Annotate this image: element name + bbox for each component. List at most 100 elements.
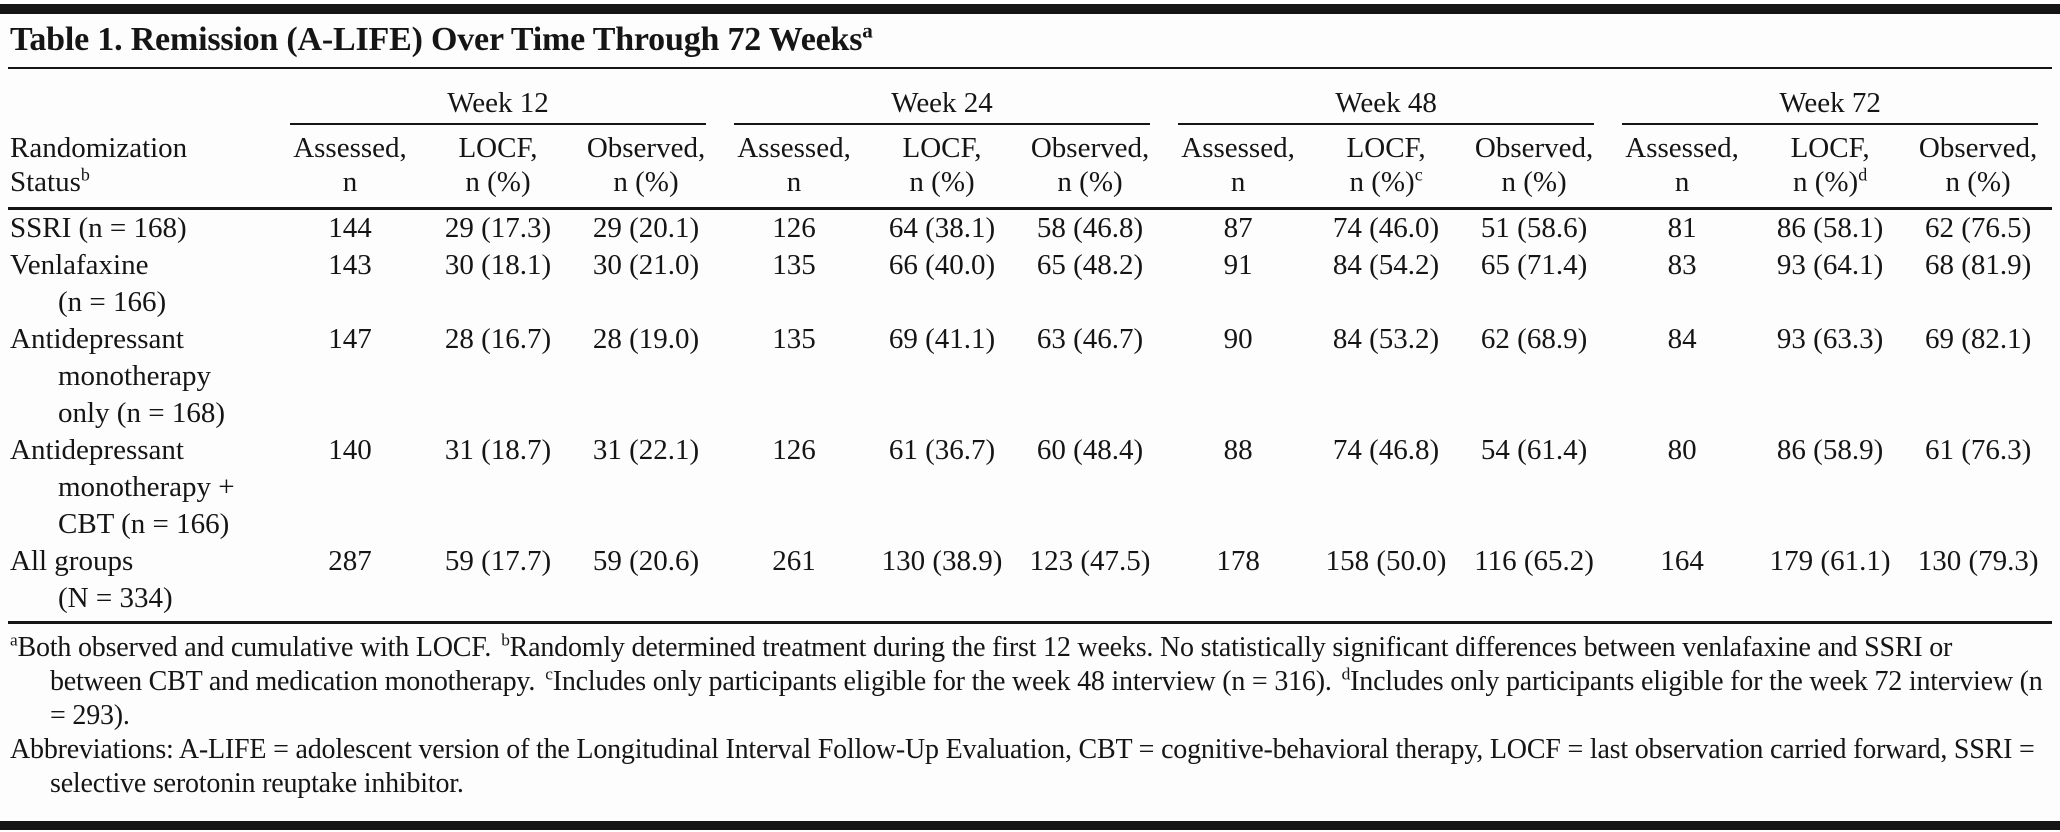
- column-header-locf-w48: LOCF, n (%)c: [1312, 125, 1461, 210]
- data-cell: 84: [1667, 323, 1697, 355]
- data-cell: 90: [1223, 323, 1253, 355]
- column-header-observed-w12: Observed, n (%): [572, 125, 721, 210]
- row-header-line1: Randomization: [10, 132, 188, 164]
- table-row-ssri: SSRI (n = 168) 144 29 (17.3) 29 (20.1) 1…: [8, 209, 2052, 248]
- table-title: Table 1. Remission (A-LIFE) Over Time Th…: [8, 16, 2052, 69]
- data-cell: 69 (82.1): [1924, 323, 2032, 355]
- top-rule: [0, 4, 2060, 14]
- data-cell: 126: [772, 434, 816, 466]
- column-header-row: Randomization Statusb Assessed, n LOCF, n …: [8, 125, 2053, 210]
- row-label: SSRI (n = 168): [10, 212, 187, 244]
- data-cell: 60 (48.4): [1036, 434, 1144, 466]
- column-header-assessed-w48: Assessed, n: [1164, 125, 1313, 210]
- data-cell: 140: [328, 434, 372, 466]
- data-cell: 86 (58.1): [1776, 212, 1884, 244]
- data-cell: 87: [1223, 212, 1253, 244]
- data-cell: 147: [328, 323, 372, 355]
- data-cell: 69 (41.1): [888, 323, 996, 355]
- data-cell: 80: [1667, 434, 1697, 466]
- data-cell: 66 (40.0): [888, 249, 996, 281]
- data-cell: 83: [1667, 249, 1697, 281]
- data-cell: 130 (38.9): [881, 545, 1003, 577]
- footnote-c: cIncludes only participants eligible for…: [545, 664, 1332, 697]
- row-header-footnote-marker: b: [80, 164, 90, 185]
- data-cell: 135: [772, 323, 816, 355]
- data-cell: 88: [1223, 434, 1253, 466]
- data-cell: 158 (50.0): [1325, 545, 1447, 577]
- week-12-group-header: Week 12: [276, 81, 720, 125]
- data-cell: 74 (46.8): [1332, 434, 1440, 466]
- data-cell: 130 (79.3): [1917, 545, 2039, 577]
- data-cell: 91: [1223, 249, 1253, 281]
- data-cell: 28 (19.0): [592, 323, 700, 355]
- footnote-b-marker: b: [501, 630, 510, 650]
- footnote-c-marker: c: [545, 664, 553, 684]
- data-cell: 58 (46.8): [1036, 212, 1144, 244]
- data-cell: 28 (16.7): [444, 323, 552, 355]
- footnote-b-text: Randomly determined treatment during the…: [50, 632, 1953, 697]
- data-cell: 261: [772, 545, 816, 577]
- data-cell: 65 (71.4): [1480, 249, 1588, 281]
- row-label: Antidepressant monotherapy + CBT (n = 16…: [10, 434, 235, 540]
- column-header-observed-w72: Observed, n (%): [1904, 125, 2053, 210]
- table-title-footnote-marker: a: [862, 18, 873, 43]
- week-12-label: Week 12: [290, 85, 707, 125]
- footnotes: aBoth observed and cumulative with LOCF.…: [8, 624, 2052, 801]
- footnote-paragraph: aBoth observed and cumulative with LOCF.…: [10, 631, 2050, 733]
- table-row-venlafaxine: Venlafaxine (n = 166) 143 30 (18.1) 30 (…: [8, 247, 2052, 321]
- data-cell: 68 (81.9): [1924, 249, 2032, 281]
- week-48-group-header: Week 48: [1164, 81, 1608, 125]
- footnote-d-text: Includes only participants eligible for …: [50, 666, 2043, 731]
- data-cell: 126: [772, 212, 816, 244]
- remission-table: Week 12 Week 24 Week 48 Week 72 Randomiz…: [8, 81, 2053, 624]
- abbreviations-note: Abbreviations: A-LIFE = adolescent versi…: [10, 734, 2035, 799]
- table-row-all-groups: All groups (N = 334) 287 59 (17.7) 59 (2…: [8, 543, 2052, 623]
- footnote-a-text: Both observed and cumulative with LOCF.: [17, 632, 492, 663]
- data-cell: 31 (22.1): [592, 434, 700, 466]
- column-header-locf-w24: LOCF, n (%): [868, 125, 1017, 210]
- bottom-rule: [0, 821, 2060, 830]
- column-header-observed-w24: Observed, n (%): [1016, 125, 1165, 210]
- data-cell: 164: [1660, 545, 1704, 577]
- spanner-stub: [8, 81, 276, 125]
- table-content: Table 1. Remission (A-LIFE) Over Time Th…: [0, 16, 2060, 801]
- week-72-group-header: Week 72: [1608, 81, 2052, 125]
- data-cell: 61 (36.7): [888, 434, 996, 466]
- data-cell: 81: [1667, 212, 1697, 244]
- data-cell: 123 (47.5): [1029, 545, 1151, 577]
- data-cell: 135: [772, 249, 816, 281]
- data-cell: 51 (58.6): [1480, 212, 1588, 244]
- week-24-group-header: Week 24: [720, 81, 1164, 125]
- column-header-observed-w48: Observed, n (%): [1460, 125, 1609, 210]
- footnote-b: bRandomly determined treatment during th…: [50, 630, 1953, 697]
- data-cell: 93 (64.1): [1776, 249, 1884, 281]
- row-label: Antidepressant monotherapy only (n = 168…: [10, 323, 225, 429]
- table-title-text: Table 1. Remission (A-LIFE) Over Time Th…: [10, 21, 863, 58]
- week-spanner-row: Week 12 Week 24 Week 48 Week 72: [8, 81, 2052, 125]
- data-cell: 29 (20.1): [592, 212, 700, 244]
- column-header-assessed-w12: Assessed, n: [276, 125, 424, 210]
- data-cell: 31 (18.7): [444, 434, 552, 466]
- data-cell: 61 (76.3): [1924, 434, 2032, 466]
- footnote-a: aBoth observed and cumulative with LOCF.: [10, 631, 492, 663]
- data-cell: 30 (18.1): [444, 249, 552, 281]
- row-header-line2: Statusb: [10, 164, 90, 198]
- data-cell: 84 (54.2): [1332, 249, 1440, 281]
- data-cell: 179 (61.1): [1769, 545, 1891, 577]
- table-row-antidepressant-monotherapy-only: Antidepressant monotherapy only (n = 168…: [8, 321, 2052, 432]
- column-header-assessed-w72: Assessed, n: [1608, 125, 1757, 210]
- data-cell: 30 (21.0): [592, 249, 700, 281]
- data-cell: 29 (17.3): [444, 212, 552, 244]
- week-48-label: Week 48: [1178, 85, 1595, 125]
- data-cell: 65 (48.2): [1036, 249, 1144, 281]
- data-cell: 144: [328, 212, 372, 244]
- data-cell: 74 (46.0): [1332, 212, 1440, 244]
- row-header-randomization-status: Randomization Statusb: [8, 125, 276, 210]
- table-row-antidepressant-monotherapy-cbt: Antidepressant monotherapy + CBT (n = 16…: [8, 432, 2052, 543]
- data-cell: 59 (20.6): [592, 545, 700, 577]
- column-header-assessed-w24: Assessed, n: [720, 125, 869, 210]
- footnote-d-marker: d: [1341, 664, 1351, 684]
- row-label: Venlafaxine (n = 166): [10, 249, 167, 318]
- data-cell: 63 (46.7): [1036, 323, 1144, 355]
